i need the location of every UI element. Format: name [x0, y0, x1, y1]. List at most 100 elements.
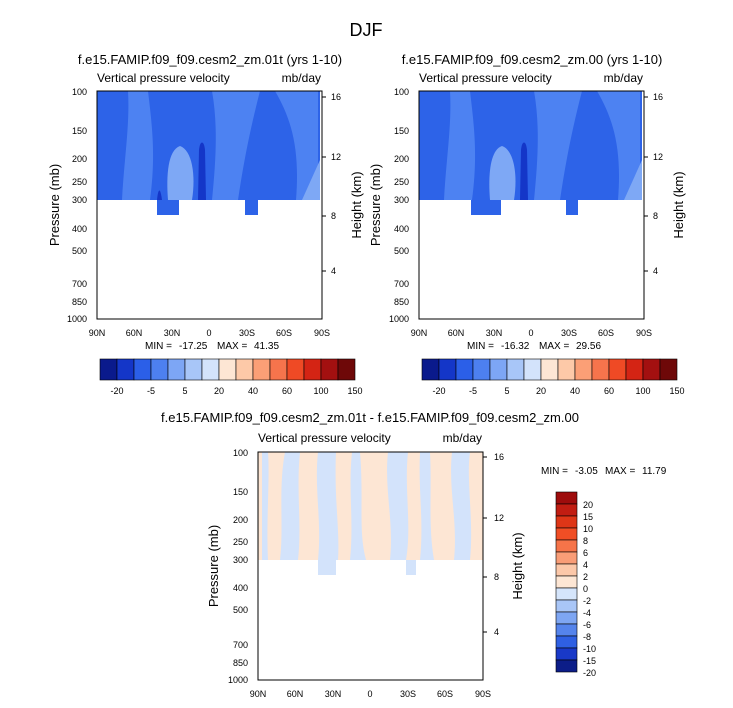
ytick-right-label: 4: [331, 266, 336, 276]
ytick-label: 200: [394, 154, 409, 164]
colorbar-label: 100: [635, 386, 650, 396]
units-label: mb/day: [604, 71, 643, 85]
ytick-label: 400: [394, 224, 409, 234]
max-label: MAX =: [217, 341, 247, 352]
colorbar-label: 5: [182, 386, 187, 396]
colorbar-label: 150: [347, 386, 362, 396]
ytick-label: 250: [233, 537, 248, 547]
max-label: MAX =: [539, 341, 569, 352]
colorbar-labels: 20 15 10 8 6 4 2 0 -2 -4 -6 -8 -10 -15 -…: [583, 500, 596, 678]
xtick-label: 90S: [314, 328, 330, 338]
xtick-label: 90N: [411, 328, 428, 338]
variable-label: Vertical pressure velocity: [258, 431, 391, 445]
ytick-label: 850: [233, 658, 248, 668]
colorbar-swatch: [99, 358, 118, 381]
ytick-label: 700: [72, 279, 87, 289]
y-axis-right-label: Height (km): [510, 532, 525, 599]
colorbar: [421, 358, 678, 381]
colorbar-swatch: [555, 503, 578, 517]
plot-frame: [96, 90, 323, 320]
min-value: -16.32: [501, 341, 530, 352]
colorbar-label: 100: [313, 386, 328, 396]
ytick-label: 150: [394, 126, 409, 136]
y-axis-right-label: Height (km): [671, 171, 686, 238]
colorbar-label: 8: [583, 536, 588, 546]
colorbar-label: 20: [583, 500, 593, 510]
colorbar-swatch: [642, 358, 661, 381]
colorbar-swatch: [625, 358, 644, 381]
min-label: MIN =: [467, 341, 494, 352]
colorbar-swatch: [555, 575, 578, 589]
ytick-label: 100: [394, 87, 409, 97]
right-axis: 16 12 8 4: [483, 452, 504, 637]
colorbar-label: 6: [583, 548, 588, 558]
y-axis-label: Pressure (mb): [368, 164, 383, 246]
colorbar-swatch: [659, 358, 678, 381]
ytick-labels: 100 150 200 250 300 400 500 700 850 1000: [389, 87, 409, 324]
colorbar-label: -5: [469, 386, 477, 396]
field-cold: [157, 200, 179, 215]
colorbar-swatch: [555, 647, 578, 661]
field-mid: [597, 91, 640, 200]
ytick-label: 150: [72, 126, 87, 136]
colorbar-swatch: [555, 659, 578, 673]
ytick-right-label: 12: [653, 152, 663, 162]
ytick-label: 700: [394, 279, 409, 289]
page-title: DJF: [350, 20, 383, 40]
field-cool: [262, 452, 269, 560]
field-mid: [275, 91, 318, 200]
xtick-label: 90S: [475, 689, 491, 699]
colorbar-label: 20: [214, 386, 224, 396]
xtick-label: 30S: [561, 328, 577, 338]
colorbar-swatch: [555, 635, 578, 649]
xtick-label: 90N: [89, 328, 106, 338]
xtick-label: 30N: [325, 689, 342, 699]
colorbar-label: 15: [583, 512, 593, 522]
ytick-right-label: 8: [331, 211, 336, 221]
field-core: [157, 190, 162, 200]
colorbar-swatch: [269, 358, 288, 381]
colorbar-label: 60: [282, 386, 292, 396]
field-cool: [387, 452, 409, 560]
xtick-label: 60N: [126, 328, 143, 338]
panel-difference: f.e15.FAMIP.f09_f09.cesm2_zm.01t - f.e15…: [161, 410, 667, 699]
colorbar-swatch: [540, 358, 559, 381]
max-value: 29.56: [576, 341, 601, 352]
colorbar-swatch: [184, 358, 203, 381]
colorbar-label: -20: [432, 386, 445, 396]
colorbar-label: -20: [110, 386, 123, 396]
colorbar-swatch: [218, 358, 237, 381]
xtick-label: 60S: [437, 689, 453, 699]
colorbar-swatch: [555, 539, 578, 553]
colorbar-label: 10: [583, 524, 593, 534]
units-label: mb/day: [443, 431, 482, 445]
ytick-right-label: 16: [331, 92, 341, 102]
plot-frame: [257, 451, 484, 681]
field-cool: [419, 452, 434, 560]
xtick-label: 90N: [250, 689, 267, 699]
colorbar-swatch: [201, 358, 220, 381]
colorbar-label: -20: [583, 668, 596, 678]
xtick-labels: 90N 60N 30N 0 30S 60S 90S: [89, 328, 330, 338]
colorbar-swatch: [320, 358, 339, 381]
ytick-right-label: 12: [331, 152, 341, 162]
xtick-label: 60S: [598, 328, 614, 338]
panel-title: f.e15.FAMIP.f09_f09.cesm2_zm.01t - f.e15…: [161, 410, 579, 425]
xtick-label: 90S: [636, 328, 652, 338]
colorbar-label: 0: [583, 584, 588, 594]
field-core: [198, 142, 206, 200]
right-axis: 16 12 8 4: [644, 92, 663, 276]
minmax-text: MIN = -3.05 MAX = 11.79: [541, 466, 667, 477]
colorbar-swatch: [252, 358, 271, 381]
xtick-label: 0: [367, 689, 372, 699]
ytick-label: 700: [233, 640, 248, 650]
ytick-label: 250: [394, 177, 409, 187]
ytick-label: 300: [233, 555, 248, 565]
ytick-label: 400: [72, 224, 87, 234]
ytick-label: 500: [394, 246, 409, 256]
right-axis: 16 12 8 4: [322, 92, 341, 276]
colorbar-label: -2: [583, 596, 591, 606]
colorbar-swatch: [523, 358, 542, 381]
colorbar-label: 40: [570, 386, 580, 396]
